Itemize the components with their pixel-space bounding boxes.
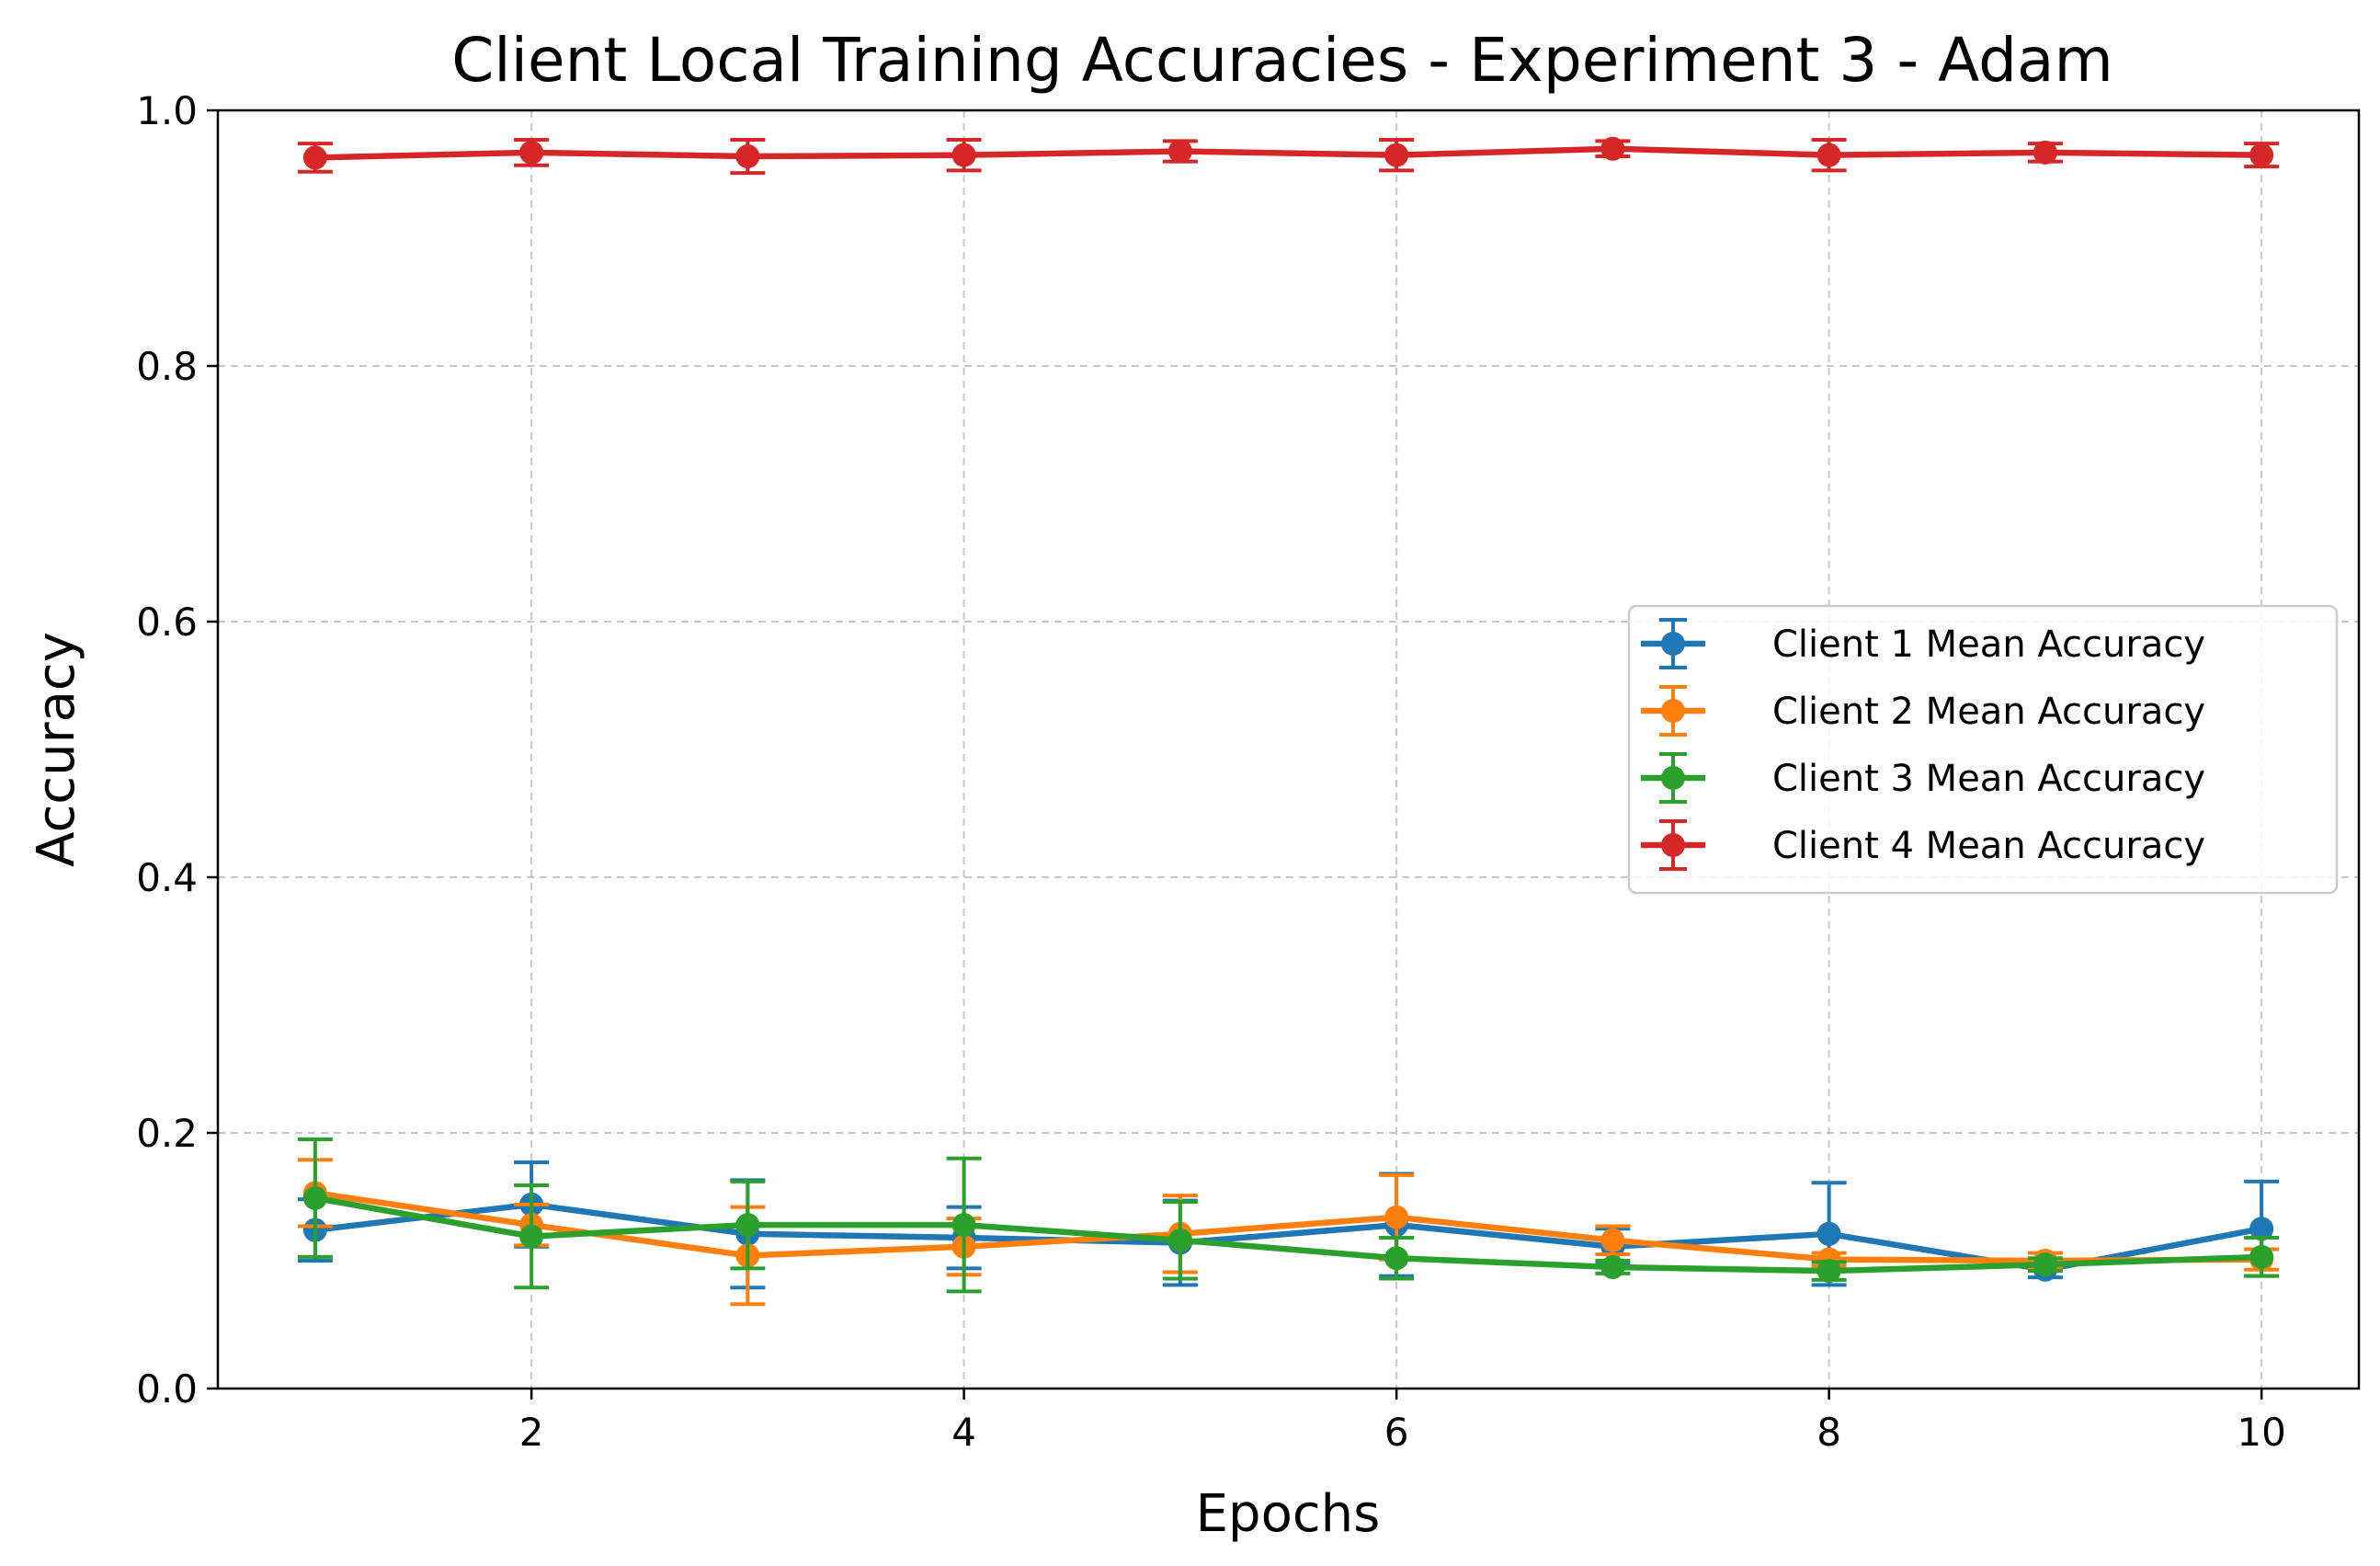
- data-point: [2033, 1252, 2057, 1277]
- y-tick-label: 0.2: [136, 1111, 198, 1156]
- data-point: [1167, 1228, 1192, 1252]
- legend-box: [1627, 604, 2339, 895]
- legend-swatch-marker: [1661, 766, 1685, 790]
- data-point: [1816, 1221, 1841, 1246]
- data-point: [2033, 140, 2057, 165]
- data-point: [2249, 1244, 2274, 1269]
- data-point: [1384, 1205, 1409, 1229]
- series-line: [314, 145, 2262, 161]
- x-tick-label: 10: [2237, 1410, 2285, 1455]
- data-point: [1816, 143, 1841, 167]
- plot-frame: [216, 109, 2361, 1390]
- legend-item-4: Client 4 Mean Accuracy: [1641, 819, 2205, 871]
- chart-title: Client Local Training Accuracies - Exper…: [451, 25, 2113, 96]
- legend-item-2: Client 2 Mean Accuracy: [1641, 685, 2205, 737]
- data-point: [519, 1224, 544, 1249]
- data-point: [1600, 136, 1625, 161]
- legend-label: Client 3 Mean Accuracy: [1772, 758, 2205, 800]
- series-4: [297, 136, 2280, 176]
- data-point: [519, 140, 544, 165]
- data-point: [1384, 1246, 1409, 1271]
- legend-label: Client 2 Mean Accuracy: [1772, 691, 2205, 733]
- data-point: [1167, 139, 1192, 164]
- data-point: [1600, 1254, 1625, 1279]
- series-line: [314, 1195, 2262, 1275]
- data-point: [951, 1213, 976, 1238]
- grid: [218, 110, 2359, 1389]
- y-axis-ticks: 0.0 0.2 0.4 0.6 0.8 1.0: [136, 88, 218, 1412]
- legend-swatch-marker: [1661, 833, 1685, 857]
- series-layer: [297, 136, 2280, 1307]
- data-point: [302, 145, 327, 170]
- legend-swatch-marker: [1661, 699, 1685, 723]
- series-3: [297, 1137, 2280, 1294]
- legend-item-1: Client 1 Mean Accuracy: [1641, 618, 2205, 669]
- x-tick-label: 6: [1384, 1410, 1409, 1455]
- x-axis-ticks: 2 4 6 8 10: [519, 1389, 2286, 1455]
- legend: Client 1 Mean Accuracy Client 2 Mean Accu…: [1627, 604, 2339, 895]
- data-point: [951, 143, 976, 167]
- y-tick-label: 1.0: [136, 88, 198, 133]
- series-line: [314, 1190, 2262, 1264]
- data-point: [1600, 1228, 1625, 1252]
- x-tick-label: 8: [1816, 1410, 1841, 1455]
- data-point: [735, 144, 760, 169]
- y-tick-label: 0.4: [136, 855, 198, 900]
- data-point: [302, 1185, 327, 1210]
- data-point: [1816, 1259, 1841, 1284]
- data-point: [1384, 143, 1409, 167]
- y-axis-label: Accuracy: [27, 632, 86, 867]
- data-point: [2249, 1217, 2274, 1241]
- series-line: [314, 1201, 2262, 1273]
- legend-swatch-marker: [1661, 632, 1685, 656]
- legend-label: Client 1 Mean Accuracy: [1772, 623, 2205, 666]
- data-point: [735, 1213, 760, 1238]
- x-tick-label: 2: [519, 1410, 544, 1455]
- legend-item-3: Client 3 Mean Accuracy: [1641, 752, 2205, 804]
- data-point: [2249, 143, 2274, 167]
- x-axis-label: Epochs: [1196, 1484, 1381, 1544]
- x-tick-label: 4: [951, 1410, 976, 1455]
- y-tick-label: 0.0: [136, 1366, 198, 1412]
- legend-label: Client 4 Mean Accuracy: [1772, 825, 2205, 867]
- y-tick-label: 0.6: [136, 600, 198, 645]
- y-tick-label: 0.8: [136, 344, 198, 389]
